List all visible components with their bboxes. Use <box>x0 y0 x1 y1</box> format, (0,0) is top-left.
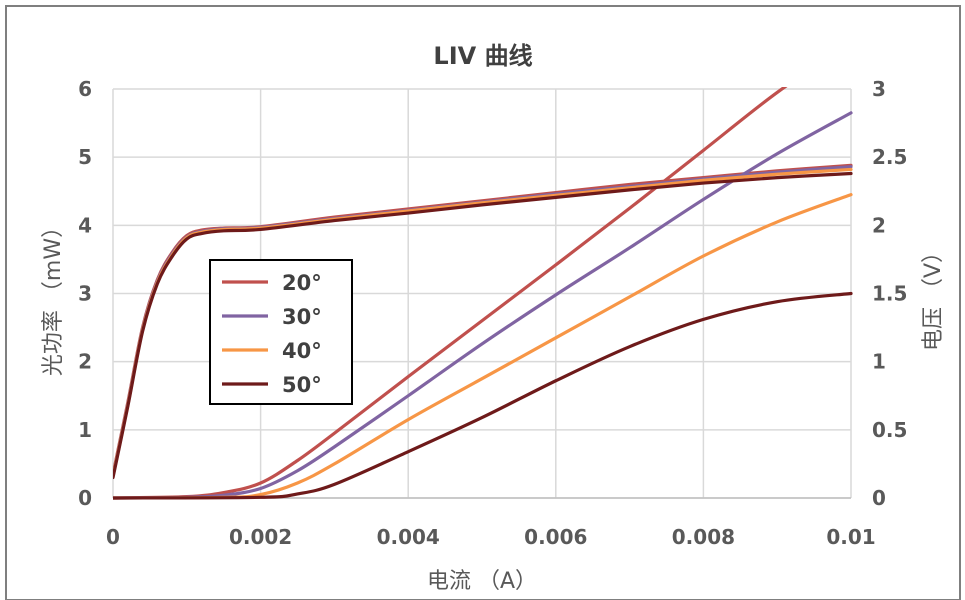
left-y-tick-label-6: 6 <box>78 77 92 101</box>
x-tick-label-3: 0.006 <box>524 525 587 549</box>
tick-labels: 0 0.002 0.004 0.006 0.008 0.01 0 1 2 3 4 5 6 0 0.5 1 1.5… <box>78 77 907 549</box>
left-y-tick-label-2: 2 <box>78 350 92 374</box>
series-lines <box>113 87 853 500</box>
left-y-tick-label-1: 1 <box>78 418 92 442</box>
left-y-tick-label-5: 5 <box>78 145 92 169</box>
chart-border <box>5 5 961 600</box>
chart-title: LIV 曲线 <box>433 42 532 70</box>
legend-label-2: 40° <box>282 339 322 363</box>
series-group <box>113 87 853 500</box>
right-y-tick-label-6: 3 <box>872 77 886 101</box>
legend-label-0: 20° <box>282 271 322 295</box>
x-tick-label-5: 0.01 <box>826 525 875 549</box>
legend-label-3: 50° <box>282 373 322 397</box>
right-y-tick-label-2: 1 <box>872 350 886 374</box>
left-y-tick-label-0: 0 <box>78 486 92 510</box>
right-y-tick-label-3: 1.5 <box>872 282 907 306</box>
left-y-tick-label-3: 3 <box>78 282 92 306</box>
x-tick-label-1: 0.002 <box>229 525 292 549</box>
series-curve-rising-0 <box>113 87 788 500</box>
series-curve-rising-3 <box>113 291 853 500</box>
series-curve-rising-1 <box>113 111 853 500</box>
series-curve-rising-2 <box>113 193 853 500</box>
series-curve-upper-3 <box>113 171 853 480</box>
x-tick-label-0: 0 <box>106 525 120 549</box>
left-y-axis-label: 光功率 （mW） <box>41 216 66 376</box>
right-y-axis-label: 电压 （V） <box>921 241 946 351</box>
x-tick-label-2: 0.004 <box>377 525 440 549</box>
x-tick-label-4: 0.008 <box>672 525 735 549</box>
x-axis-label: 电流 （A） <box>427 569 537 594</box>
right-y-tick-label-1: 0.5 <box>872 418 907 442</box>
legend: 20° 30° 40° 50° <box>209 259 353 405</box>
legend-label-1: 30° <box>282 305 322 329</box>
right-y-tick-label-0: 0 <box>872 486 886 510</box>
right-y-tick-label-4: 2 <box>872 213 886 237</box>
legend-box <box>209 259 353 405</box>
left-y-tick-label-4: 4 <box>78 213 92 237</box>
right-y-tick-label-5: 2.5 <box>872 145 907 169</box>
